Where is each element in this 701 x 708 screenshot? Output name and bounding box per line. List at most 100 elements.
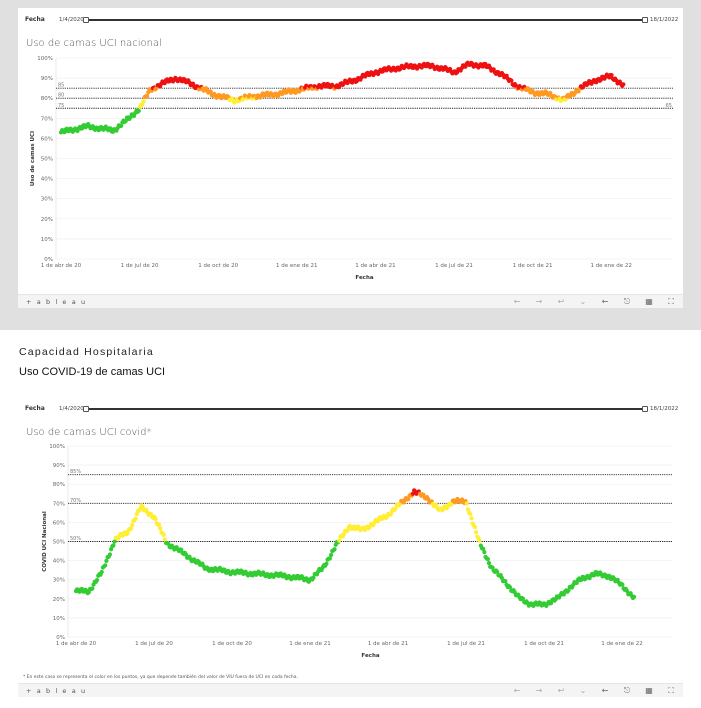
- y-tick-label: 50%: [53, 540, 65, 546]
- download-icon[interactable]: ⎋: [623, 686, 631, 695]
- revert-icon[interactable]: ↩: [557, 297, 565, 306]
- data-point: [130, 522, 135, 528]
- y-tick-label: 60%: [41, 136, 53, 142]
- data-point: [566, 588, 571, 593]
- undo-icon[interactable]: ←: [513, 297, 521, 306]
- data-point: [464, 501, 469, 506]
- reference-label: 70%: [70, 498, 81, 504]
- data-point: [631, 594, 637, 599]
- date-range-end: 18/1/2022: [650, 17, 679, 23]
- date-slider-start-handle[interactable]: [83, 406, 89, 412]
- data-point: [161, 532, 166, 537]
- pause-icon[interactable]: ⌄: [579, 686, 587, 695]
- revert-icon[interactable]: ↩: [557, 686, 565, 695]
- data-point: [609, 73, 614, 78]
- y-tick-label: 60%: [53, 520, 65, 526]
- date-slider-start-handle[interactable]: [83, 17, 89, 23]
- data-point: [183, 552, 189, 557]
- redo-icon[interactable]: →: [535, 297, 543, 306]
- x-tick-label: 1 de ene de 21: [289, 641, 331, 647]
- expand-icon[interactable]: ⛶: [668, 297, 674, 306]
- footnote: * En este caso se representa el color en…: [23, 675, 298, 680]
- fullscreen-icon[interactable]: ▦: [645, 297, 653, 306]
- date-filter-label: Fecha: [25, 16, 45, 23]
- data-point: [465, 507, 471, 512]
- date-slider-track[interactable]: [85, 408, 645, 410]
- x-tick-label: 1 de abr de 21: [355, 263, 395, 269]
- data-point: [327, 556, 332, 561]
- y-tick-label: 10%: [41, 237, 53, 243]
- data-point: [162, 537, 168, 542]
- data-point: [141, 99, 146, 104]
- y-tick-label: 100%: [37, 56, 53, 62]
- data-point: [140, 102, 145, 107]
- data-point: [520, 596, 526, 601]
- x-tick-label: 1 de abr de 20: [56, 641, 97, 647]
- data-point: [477, 538, 482, 543]
- fullscreen-icon[interactable]: ▦: [645, 686, 653, 695]
- data-point: [499, 575, 504, 580]
- redo-icon[interactable]: →: [535, 686, 543, 695]
- data-point: [107, 552, 113, 557]
- data-point: [153, 516, 158, 522]
- x-axis-title: Fecha: [361, 653, 379, 659]
- date-slider-end-handle[interactable]: [642, 17, 648, 23]
- data-point: [111, 543, 116, 548]
- data-point: [140, 504, 145, 509]
- y-tick-label: 90%: [41, 76, 53, 82]
- data-point: [426, 497, 431, 502]
- download-icon[interactable]: ⎋: [623, 297, 631, 306]
- y-tick-label: 40%: [53, 559, 65, 565]
- data-point: [486, 561, 492, 566]
- y-tick-label: 0%: [44, 257, 53, 263]
- data-point: [495, 569, 500, 574]
- data-point: [324, 561, 329, 566]
- share-icon[interactable]: ←: [601, 686, 609, 695]
- data-point: [341, 531, 347, 537]
- y-axis-title: Uso de camas UCI: [30, 131, 36, 186]
- x-tick-label: 1 de jul de 20: [121, 263, 159, 269]
- tableau-toolbar: + a b l e a u ← → ↩ ⌄ ← ⎋ ▦ ⛶: [18, 294, 683, 308]
- data-point: [134, 511, 139, 517]
- data-point: [128, 526, 134, 531]
- date-filter-label: Fecha: [25, 405, 45, 412]
- date-slider-end-handle[interactable]: [642, 406, 648, 412]
- reference-label: 80: [58, 93, 64, 99]
- data-point: [311, 575, 316, 580]
- y-tick-label: 100%: [49, 444, 65, 450]
- tableau-logo[interactable]: + a b l e a u: [26, 687, 87, 695]
- data-point: [393, 506, 398, 512]
- reference-label: 65: [666, 103, 672, 109]
- data-point: [621, 82, 626, 87]
- y-tick-label: 70%: [41, 116, 53, 122]
- x-tick-label: 1 de oct de 20: [212, 641, 252, 647]
- pause-icon[interactable]: ⌄: [579, 297, 587, 306]
- date-slider-track[interactable]: [85, 19, 645, 21]
- data-point: [99, 569, 104, 575]
- data-point: [406, 497, 411, 502]
- y-tick-label: 30%: [41, 197, 53, 203]
- tableau-logo[interactable]: + a b l e a u: [26, 298, 87, 306]
- data-point: [507, 585, 513, 590]
- chart-uci-nacional: 0% 10% 20% 30% 40% 50% 60% 70% 80% 90% 100% 85 80 75 6…: [30, 56, 673, 281]
- x-tick-label: 1 de ene de 22: [601, 641, 643, 647]
- undo-icon[interactable]: ←: [513, 686, 521, 695]
- data-point: [328, 552, 334, 558]
- y-tick-label: 70%: [53, 501, 65, 507]
- share-icon[interactable]: ←: [601, 297, 609, 306]
- data-point: [449, 502, 454, 507]
- data-point: [481, 546, 486, 551]
- data-point: [119, 123, 124, 129]
- y-axis-title: COVID UCI Nacional: [42, 511, 48, 572]
- data-point: [485, 557, 490, 562]
- y-tick-label: 20%: [41, 217, 53, 223]
- data-point: [482, 549, 487, 555]
- data-point: [563, 97, 568, 102]
- y-tick-label: 20%: [53, 597, 65, 603]
- viz-uci-covid: Fecha 1/4/2020 18/1/2022 Uso de camas UC…: [18, 397, 683, 697]
- expand-icon[interactable]: ⛶: [668, 686, 674, 695]
- data-point: [332, 547, 337, 552]
- data-point: [581, 84, 586, 90]
- chart-title: Uso de camas UCI nacional: [26, 38, 162, 49]
- data-point: [503, 579, 508, 584]
